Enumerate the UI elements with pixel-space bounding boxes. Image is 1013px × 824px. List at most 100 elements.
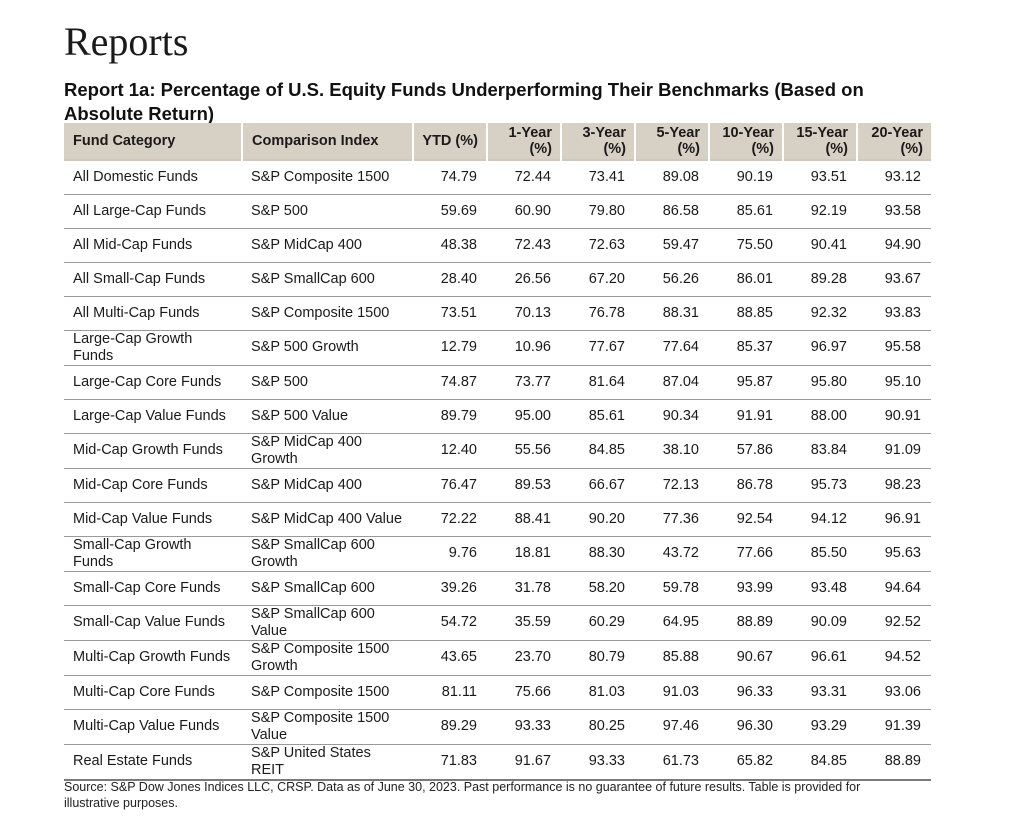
- percentage-cell: 12.79: [413, 330, 487, 366]
- underperformance-table: Fund Category Comparison Index YTD (%) 1-Ye…: [64, 123, 931, 781]
- percentage-cell: 43.65: [413, 640, 487, 676]
- percentage-cell: 70.13: [487, 296, 561, 331]
- percentage-cell: 77.64: [635, 330, 709, 366]
- percentage-cell: 61.73: [635, 744, 709, 781]
- percentage-cell: 93.33: [561, 744, 635, 781]
- percentage-cell: 93.99: [709, 571, 783, 606]
- percentage-cell: 95.10: [857, 365, 931, 400]
- fund-category-cell: Multi-Cap Growth Funds: [64, 640, 242, 676]
- percentage-cell: 88.89: [857, 744, 931, 781]
- table-row: All Multi-Cap Funds S&P Composite 1500 73.…: [64, 296, 931, 331]
- percentage-cell: 77.67: [561, 330, 635, 366]
- percentage-cell: 74.79: [413, 159, 487, 195]
- percentage-cell: 87.04: [635, 365, 709, 400]
- percentage-cell: 84.85: [561, 433, 635, 469]
- column-header: 20-Year (%): [857, 123, 931, 160]
- percentage-cell: 76.47: [413, 468, 487, 503]
- comparison-index-cell: S&P MidCap 400 Value: [242, 502, 413, 537]
- comparison-index-cell: S&P SmallCap 600 Value: [242, 605, 413, 641]
- percentage-cell: 72.43: [487, 228, 561, 263]
- percentage-cell: 88.89: [709, 605, 783, 641]
- percentage-cell: 60.90: [487, 194, 561, 229]
- column-header: 1-Year (%): [487, 123, 562, 160]
- percentage-cell: 54.72: [413, 605, 487, 641]
- percentage-cell: 89.53: [487, 468, 561, 503]
- percentage-cell: 57.86: [709, 433, 783, 469]
- percentage-cell: 43.72: [635, 536, 709, 572]
- percentage-cell: 92.19: [783, 194, 857, 229]
- percentage-cell: 28.40: [413, 262, 487, 297]
- percentage-cell: 93.31: [783, 675, 857, 710]
- percentage-cell: 96.61: [783, 640, 857, 676]
- table-row: All Small-Cap Funds S&P SmallCap 600 28.40…: [64, 262, 931, 297]
- percentage-cell: 81.64: [561, 365, 635, 400]
- percentage-cell: 60.29: [561, 605, 635, 641]
- percentage-cell: 76.78: [561, 296, 635, 331]
- table-row: All Domestic Funds S&P Composite 1500 74.7…: [64, 159, 931, 195]
- percentage-cell: 90.20: [561, 502, 635, 537]
- percentage-cell: 95.63: [857, 536, 931, 572]
- percentage-cell: 88.30: [561, 536, 635, 572]
- fund-category-cell: Small-Cap Value Funds: [64, 605, 242, 641]
- percentage-cell: 89.08: [635, 159, 709, 195]
- percentage-cell: 84.85: [783, 744, 857, 781]
- percentage-cell: 95.87: [709, 365, 783, 400]
- comparison-index-cell: S&P 500: [242, 365, 413, 400]
- table-row: Real Estate Funds S&P United States REIT 7…: [64, 744, 931, 781]
- percentage-cell: 89.79: [413, 399, 487, 434]
- table-row: Multi-Cap Growth Funds S&P Composite 1500…: [64, 640, 931, 676]
- percentage-cell: 92.54: [709, 502, 783, 537]
- fund-category-cell: Large-Cap Growth Funds: [64, 330, 242, 366]
- table-row: Small-Cap Growth Funds S&P SmallCap 600 G…: [64, 536, 931, 572]
- percentage-cell: 86.01: [709, 262, 783, 297]
- percentage-cell: 73.77: [487, 365, 561, 400]
- fund-category-cell: All Multi-Cap Funds: [64, 296, 242, 331]
- percentage-cell: 59.78: [635, 571, 709, 606]
- column-header: 5-Year (%): [635, 123, 710, 160]
- comparison-index-cell: S&P MidCap 400: [242, 468, 413, 503]
- percentage-cell: 77.36: [635, 502, 709, 537]
- percentage-cell: 65.82: [709, 744, 783, 781]
- percentage-cell: 90.09: [783, 605, 857, 641]
- percentage-cell: 90.34: [635, 399, 709, 434]
- percentage-cell: 85.88: [635, 640, 709, 676]
- percentage-cell: 72.44: [487, 159, 561, 195]
- percentage-cell: 80.25: [561, 709, 635, 745]
- table-header: Fund Category Comparison Index YTD (%) 1-Ye…: [64, 123, 931, 160]
- column-header: Comparison Index: [242, 123, 414, 160]
- percentage-cell: 48.38: [413, 228, 487, 263]
- comparison-index-cell: S&P Composite 1500 Growth: [242, 640, 413, 676]
- column-header: 3-Year (%): [561, 123, 636, 160]
- percentage-cell: 93.67: [857, 262, 931, 297]
- percentage-cell: 93.29: [783, 709, 857, 745]
- percentage-cell: 75.50: [709, 228, 783, 263]
- table-row: Mid-Cap Growth Funds S&P MidCap 400 Growt…: [64, 433, 931, 469]
- percentage-cell: 26.56: [487, 262, 561, 297]
- percentage-cell: 23.70: [487, 640, 561, 676]
- percentage-cell: 83.84: [783, 433, 857, 469]
- fund-category-cell: Mid-Cap Core Funds: [64, 468, 242, 503]
- table-row: Large-Cap Core Funds S&P 500 74.87 73.77 81.…: [64, 365, 931, 400]
- percentage-cell: 10.96: [487, 330, 561, 366]
- percentage-cell: 80.79: [561, 640, 635, 676]
- comparison-index-cell: S&P Composite 1500: [242, 675, 413, 710]
- comparison-index-cell: S&P 500: [242, 194, 413, 229]
- table-row: Small-Cap Core Funds S&P SmallCap 600 39.2…: [64, 571, 931, 606]
- percentage-cell: 31.78: [487, 571, 561, 606]
- percentage-cell: 91.09: [857, 433, 931, 469]
- percentage-cell: 74.87: [413, 365, 487, 400]
- percentage-cell: 91.03: [635, 675, 709, 710]
- percentage-cell: 95.00: [487, 399, 561, 434]
- fund-category-cell: Small-Cap Growth Funds: [64, 536, 242, 572]
- comparison-index-cell: S&P Composite 1500 Value: [242, 709, 413, 745]
- percentage-cell: 9.76: [413, 536, 487, 572]
- percentage-cell: 91.91: [709, 399, 783, 434]
- percentage-cell: 55.56: [487, 433, 561, 469]
- percentage-cell: 95.58: [857, 330, 931, 366]
- table-row: All Mid-Cap Funds S&P MidCap 400 48.38 72.4…: [64, 228, 931, 263]
- fund-category-cell: Large-Cap Core Funds: [64, 365, 242, 400]
- percentage-cell: 95.80: [783, 365, 857, 400]
- fund-category-cell: Real Estate Funds: [64, 744, 242, 781]
- percentage-cell: 90.19: [709, 159, 783, 195]
- table-row: All Large-Cap Funds S&P 500 59.69 60.90 79.8…: [64, 194, 931, 229]
